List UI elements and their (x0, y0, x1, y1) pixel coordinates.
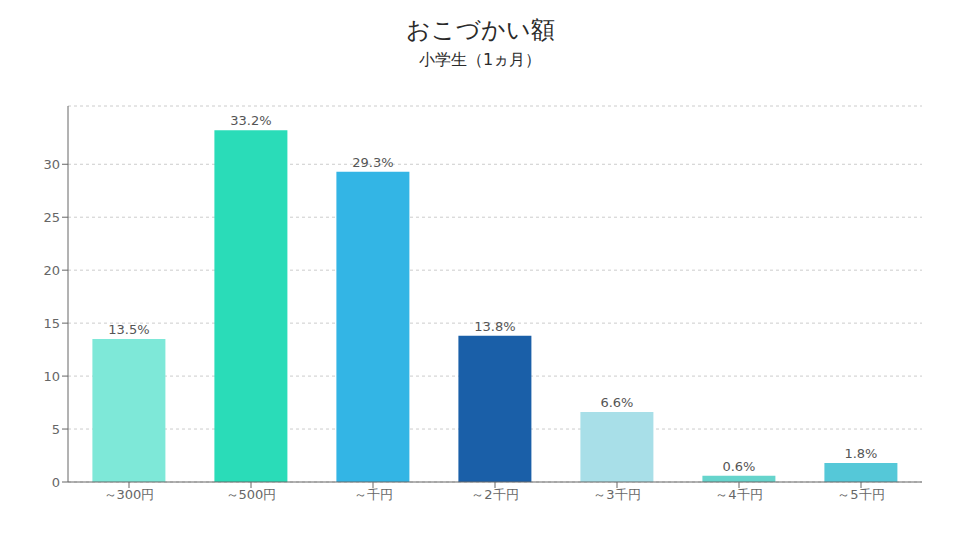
svg-text:～4千円: ～4千円 (715, 487, 762, 502)
svg-text:1.8%: 1.8% (844, 446, 877, 461)
svg-text:～千円: ～千円 (354, 487, 393, 502)
svg-text:5: 5 (52, 422, 60, 437)
svg-text:29.3%: 29.3% (352, 155, 393, 170)
svg-text:30: 30 (43, 157, 60, 172)
svg-text:13.5%: 13.5% (108, 322, 149, 337)
svg-text:10: 10 (43, 369, 60, 384)
html-text:おこづかい額: おこづかい額 (405, 16, 555, 44)
svg-text:～500円: ～500円 (226, 487, 277, 502)
svg-text:～2千円: ～2千円 (471, 487, 518, 502)
html-text:小学生（1ヵ月）: 小学生（1ヵ月） (418, 50, 542, 69)
svg-text:33.2%: 33.2% (230, 113, 271, 128)
svg-text:～300円: ～300円 (104, 487, 155, 502)
svg-text:20: 20 (43, 263, 60, 278)
svg-text:～5千円: ～5千円 (837, 487, 884, 502)
svg-text:～3千円: ～3千円 (593, 487, 640, 502)
svg-text:25: 25 (43, 210, 60, 225)
svg-text:0.6%: 0.6% (722, 459, 755, 474)
svg-text:15: 15 (43, 316, 60, 331)
svg-text:6.6%: 6.6% (600, 395, 633, 410)
svg-text:0: 0 (52, 475, 60, 490)
svg-text:13.8%: 13.8% (474, 319, 515, 334)
